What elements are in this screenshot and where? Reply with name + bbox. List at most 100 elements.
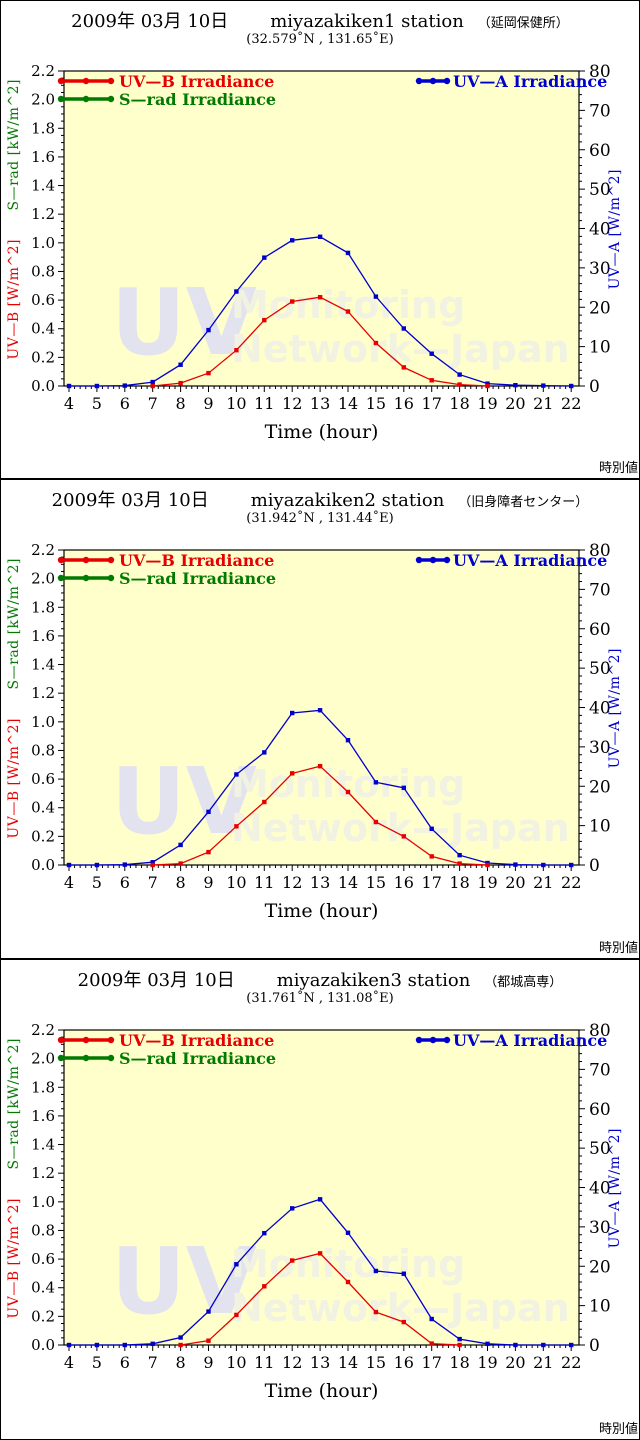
title-facility: （都城高専） [484, 975, 563, 990]
svg-text:4: 4 [64, 1353, 74, 1372]
x-axis-label: Time (hour) [264, 900, 379, 922]
chart-panel-3: UV Monitoring Network—Japan 4 5 6 7 8 9 10 11 12 13 1… [1, 960, 639, 1440]
svg-text:2.2: 2.2 [31, 1021, 55, 1039]
svg-text:15: 15 [366, 394, 386, 413]
svg-text:0.0: 0.0 [31, 1336, 55, 1354]
left-axis-label-uvb: UV—B [W/m^2] [6, 239, 22, 360]
svg-text:22: 22 [561, 394, 581, 413]
svg-text:8: 8 [176, 1353, 186, 1372]
right-axis-label-uva: UV—A [W/m^2] [607, 1128, 623, 1249]
svg-text:Monitoring: Monitoring [231, 1242, 465, 1286]
right-axis-label-uva: UV—A [W/m^2] [607, 648, 623, 769]
svg-text:2.0: 2.0 [31, 91, 55, 109]
svg-text:17: 17 [422, 873, 442, 892]
svg-text:30: 30 [589, 1218, 611, 1238]
svg-text:70: 70 [589, 1060, 611, 1080]
svg-text:1.0: 1.0 [31, 234, 55, 252]
svg-text:18: 18 [449, 1353, 469, 1372]
svg-text:16: 16 [394, 873, 414, 892]
svg-text:12: 12 [282, 1353, 302, 1372]
svg-text:0.6: 0.6 [31, 770, 55, 788]
svg-text:0.6: 0.6 [31, 291, 55, 309]
svg-text:UV—A Irradiance: UV—A Irradiance [453, 551, 607, 570]
title-facility: （旧身障者センター） [458, 495, 589, 510]
svg-text:UV: UV [111, 269, 257, 376]
svg-text:11: 11 [254, 1353, 274, 1372]
svg-text:0.4: 0.4 [31, 1279, 55, 1297]
chart-title: 2009年 03月 10日 miyazakiken2 station （旧身障者セン… [1, 486, 639, 512]
svg-text:60: 60 [589, 1100, 611, 1120]
svg-text:1.6: 1.6 [31, 148, 55, 166]
svg-text:0.0: 0.0 [31, 856, 55, 874]
station-coordinates: (32.579˚N , 131.65˚E) [246, 32, 394, 47]
svg-text:13: 13 [310, 394, 330, 413]
svg-text:5: 5 [92, 1353, 102, 1372]
footer-label: 時別値 [598, 941, 638, 956]
svg-text:20: 20 [505, 1353, 525, 1372]
svg-text:80: 80 [589, 541, 611, 561]
title-date: 2009年 03月 10日 [71, 11, 229, 32]
svg-text:40: 40 [589, 699, 611, 719]
svg-text:6: 6 [120, 873, 130, 892]
svg-text:Network—Japan: Network—Japan [231, 1286, 570, 1330]
title-date: 2009年 03月 10日 [51, 490, 209, 511]
svg-text:20: 20 [505, 873, 525, 892]
svg-text:0.4: 0.4 [31, 320, 55, 338]
svg-text:0.4: 0.4 [31, 799, 55, 817]
x-axis-label: Time (hour) [264, 1380, 379, 1402]
svg-text:15: 15 [366, 1353, 386, 1372]
svg-text:14: 14 [338, 1353, 358, 1372]
svg-text:16: 16 [394, 394, 414, 413]
svg-text:13: 13 [310, 873, 330, 892]
svg-text:2.0: 2.0 [31, 570, 55, 588]
svg-text:7: 7 [148, 1353, 158, 1372]
svg-text:30: 30 [589, 738, 611, 758]
svg-text:10: 10 [226, 873, 246, 892]
svg-text:21: 21 [533, 1353, 553, 1372]
title-station: miyazakiken3 station [276, 970, 471, 991]
svg-text:50: 50 [589, 659, 611, 679]
svg-text:1.6: 1.6 [31, 1107, 55, 1125]
title-station: miyazakiken1 station [270, 11, 464, 32]
svg-text:2.2: 2.2 [31, 62, 55, 80]
svg-text:21: 21 [533, 873, 553, 892]
svg-text:6: 6 [120, 1353, 130, 1372]
chart-title: 2009年 03月 10日 miyazakiken1 station （延岡保健所） [1, 7, 639, 33]
svg-text:1.8: 1.8 [31, 598, 55, 616]
svg-text:5: 5 [92, 873, 102, 892]
right-axis-label-uva: UV—A [W/m^2] [607, 169, 623, 290]
svg-text:1.2: 1.2 [31, 1164, 55, 1182]
svg-text:10: 10 [226, 1353, 246, 1372]
svg-text:18: 18 [449, 873, 469, 892]
x-axis-label: Time (hour) [264, 421, 379, 443]
svg-text:Monitoring: Monitoring [231, 283, 465, 327]
svg-text:Monitoring: Monitoring [231, 762, 465, 806]
svg-text:1.4: 1.4 [31, 656, 55, 674]
station-coordinates: (31.942˚N , 131.44˚E) [246, 511, 394, 526]
svg-text:80: 80 [589, 1021, 611, 1041]
station-coordinates: (31.761˚N , 131.08˚E) [246, 991, 394, 1006]
svg-text:UV—B Irradiance: UV—B Irradiance [119, 72, 274, 91]
svg-text:22: 22 [561, 1353, 581, 1372]
svg-text:14: 14 [338, 873, 358, 892]
svg-text:0.8: 0.8 [31, 262, 55, 280]
svg-text:16: 16 [394, 1353, 414, 1372]
svg-text:20: 20 [589, 1257, 611, 1277]
svg-text:11: 11 [254, 394, 274, 413]
svg-text:10: 10 [589, 338, 611, 358]
svg-text:10: 10 [589, 817, 611, 837]
footer-label: 時別値 [598, 1422, 638, 1437]
svg-text:7: 7 [148, 873, 158, 892]
svg-text:12: 12 [282, 394, 302, 413]
svg-text:UV—B Irradiance: UV—B Irradiance [119, 1031, 274, 1050]
svg-text:18: 18 [449, 394, 469, 413]
svg-text:10: 10 [226, 394, 246, 413]
chart-panel-2: UV Monitoring Network—Japan 4 5 6 7 8 9 10 11 12 13 1… [1, 480, 639, 960]
svg-text:20: 20 [589, 298, 611, 318]
svg-text:7: 7 [148, 394, 158, 413]
svg-text:50: 50 [589, 180, 611, 200]
svg-text:9: 9 [203, 1353, 213, 1372]
